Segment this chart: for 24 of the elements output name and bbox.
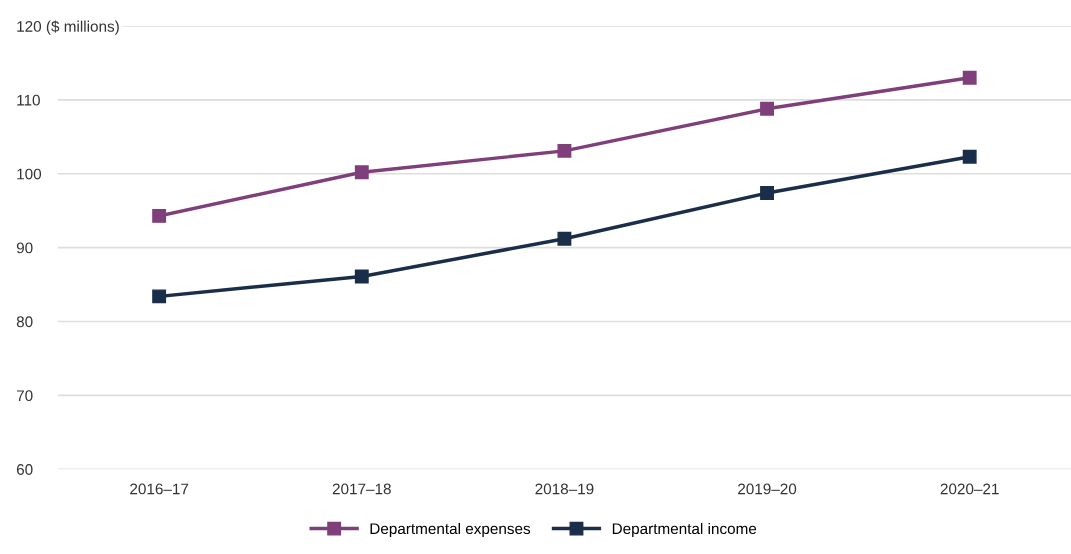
x-tick-label: 2017–18 — [332, 483, 391, 495]
point — [962, 149, 977, 164]
y-tick-label: 90 — [16, 242, 33, 254]
x-tick-label: 2019–20 — [738, 483, 797, 495]
legend-label: Departmental expenses — [370, 522, 531, 538]
y-tick-label: 120 ($ millions) — [17, 20, 119, 35]
y-tick-label: 60 — [16, 464, 33, 475]
y-tick-label: 110 — [17, 94, 40, 106]
x-tick-label: 2016–17 — [130, 483, 189, 495]
y-tick-label: 100 — [17, 168, 42, 180]
y-tick-label: 80 — [16, 316, 33, 328]
point — [152, 208, 167, 223]
point — [760, 186, 774, 200]
point — [152, 289, 167, 304]
point — [557, 231, 572, 246]
point — [760, 101, 774, 116]
point — [354, 165, 369, 180]
point — [962, 70, 977, 85]
legend-label: Departmental income — [612, 522, 757, 538]
point — [354, 269, 369, 284]
x-tick-label: 2020–21 — [940, 483, 999, 495]
x-tick-label: 2018–19 — [535, 483, 594, 495]
point — [557, 143, 572, 158]
y-tick-label: 70 — [16, 390, 33, 402]
